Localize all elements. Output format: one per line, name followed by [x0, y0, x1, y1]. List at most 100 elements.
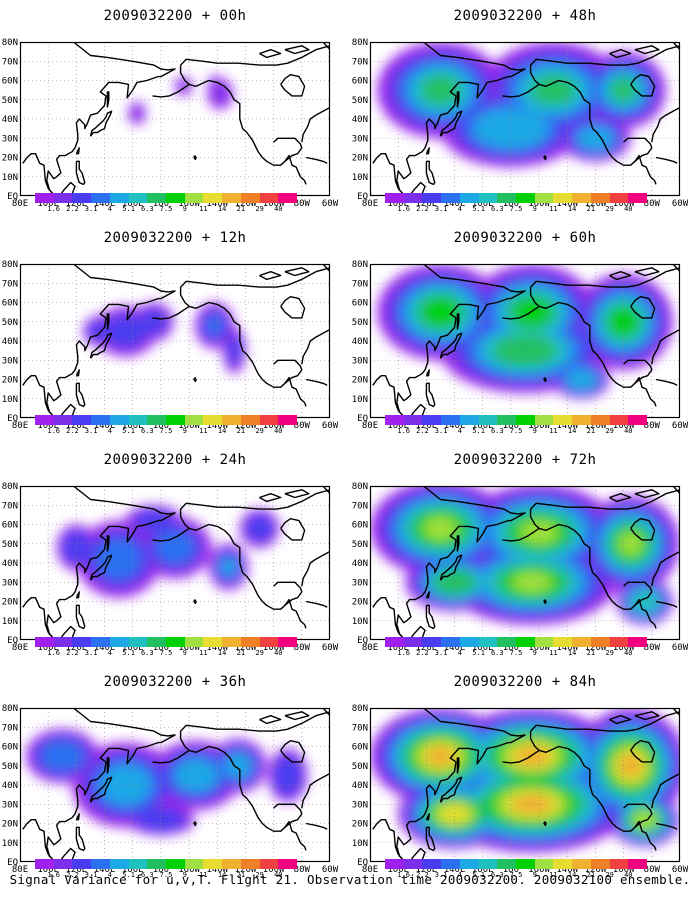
colorbar-swatch — [166, 415, 186, 425]
lat-tick-label: 60N — [2, 299, 18, 309]
coastline — [425, 160, 436, 186]
colorbar-swatch — [147, 637, 167, 647]
colorbar-swatch — [222, 415, 242, 425]
colorbar-swatch — [240, 193, 261, 203]
coastline — [655, 822, 678, 830]
lon-tick-label: 120E — [416, 421, 438, 431]
lat-tick-label: 20N — [2, 154, 18, 164]
colorbar-swatch — [184, 415, 204, 425]
colorbar-label: 2.2 — [416, 871, 429, 879]
colorbar-label: 40 — [274, 427, 283, 435]
lat-tick-label: 40N — [2, 781, 18, 791]
colorbar-swatch — [403, 859, 423, 869]
colorbar-swatch — [516, 415, 536, 425]
lat-tick-label: 50N — [352, 540, 368, 550]
lat-tick-label: 40N — [2, 559, 18, 569]
lon-tick-label: 180 — [503, 643, 519, 653]
coastline — [425, 147, 430, 155]
coastline — [530, 711, 680, 732]
lat-tick-label: 70N — [352, 57, 368, 67]
lat-tick-label: EQ — [7, 858, 18, 868]
colorbar-swatch — [53, 193, 73, 203]
variance-contour — [423, 299, 458, 325]
lon-tick-label: 140W — [556, 643, 578, 653]
colorbar-label: 7.5 — [509, 649, 523, 657]
coastline — [655, 378, 678, 386]
lat-tick-label: 20N — [352, 598, 368, 608]
colorbar-swatch — [147, 415, 167, 425]
colorbar-swatch — [516, 193, 536, 203]
variance-contour — [423, 516, 458, 540]
colorbar-swatch — [459, 859, 480, 869]
coastline — [425, 591, 430, 599]
lat-tick-label: 20N — [2, 598, 18, 608]
lat-tick-label: 80N — [352, 482, 368, 492]
colorbar-swatch — [553, 193, 573, 203]
coastline — [529, 509, 657, 629]
variance-contour — [421, 75, 460, 105]
lat-tick-label: EQ — [7, 414, 18, 424]
colorbar-swatch — [403, 415, 423, 425]
lon-tick-label: 100W — [263, 199, 285, 209]
colorbar-label: 40 — [624, 427, 633, 435]
coastline — [152, 305, 190, 320]
colorbar-label: 7.5 — [509, 205, 523, 213]
coastline — [193, 155, 197, 161]
colorbar-label: 5.1 — [472, 871, 485, 879]
lon-tick-label: 140W — [556, 199, 578, 209]
colorbar-label: 3.1 — [434, 871, 448, 879]
coastline — [530, 267, 680, 288]
lon-tick-label: 80W — [294, 199, 311, 209]
variance-contour — [205, 315, 224, 337]
coastline — [301, 550, 330, 587]
colorbar-swatch — [422, 193, 442, 203]
lat-tick-label: 50N — [2, 762, 18, 772]
lon-tick-label: 140W — [206, 865, 228, 875]
colorbar-label: 21 — [586, 205, 596, 213]
colorbar: 1.6 2.2 3.1 4 5.1 6.3 7.5 9 11 14 21 29 40 — [35, 193, 298, 217]
lat-tick-label: 50N — [352, 762, 368, 772]
colorbar-label: 3.1 — [434, 427, 448, 435]
colorbar-label: 2.2 — [66, 649, 79, 657]
coastline — [456, 757, 460, 774]
lat-tick-label: 80N — [352, 260, 368, 270]
lat-tick-label: 70N — [2, 57, 18, 67]
lon-tick-label: 180 — [503, 199, 519, 209]
colorbar-label: 5.1 — [122, 205, 135, 213]
lat-tick-label: 80N — [2, 260, 18, 270]
coastline — [301, 772, 330, 809]
coastline — [106, 535, 110, 552]
colorbar-label: 1.6 — [397, 205, 411, 213]
lon-tick-label: 80E — [362, 643, 378, 653]
lon-tick-label: 120E — [66, 199, 88, 209]
lat-tick-label: 60N — [2, 521, 18, 531]
colorbar: 1.6 2.2 3.1 4 5.1 6.3 7.5 9 11 14 21 29 40 — [385, 415, 648, 439]
coastline — [439, 110, 463, 137]
colorbar-label: 11 — [199, 427, 208, 435]
colorbar-label: 29 — [605, 427, 614, 435]
lon-tick-label: 100E — [387, 865, 409, 875]
coastline — [439, 332, 463, 359]
lat-tick-label: 60N — [2, 77, 18, 87]
lon-tick-label: 160W — [178, 865, 200, 875]
lon-tick-label: 60W — [322, 643, 339, 653]
colorbar-label: 2.2 — [416, 427, 429, 435]
colorbar-swatch — [72, 859, 92, 869]
lon-tick-label: 120W — [585, 865, 607, 875]
colorbar-swatch — [278, 193, 298, 203]
lon-tick-label: 160W — [528, 421, 550, 431]
colorbar-swatch — [534, 193, 554, 203]
colorbar-label: 14 — [567, 649, 577, 657]
colorbar-label: 9 — [532, 649, 537, 657]
lat-tick-label: 70N — [352, 501, 368, 511]
lon-tick-label: 140W — [556, 421, 578, 431]
colorbar-swatch — [553, 637, 573, 647]
lon-tick-label: 120W — [585, 643, 607, 653]
colorbar-swatch — [590, 637, 611, 647]
lon-tick-label: 160E — [122, 865, 144, 875]
lon-tick-label: 120W — [585, 199, 607, 209]
coastline — [179, 65, 307, 185]
lon-tick-label: 140W — [206, 421, 228, 431]
